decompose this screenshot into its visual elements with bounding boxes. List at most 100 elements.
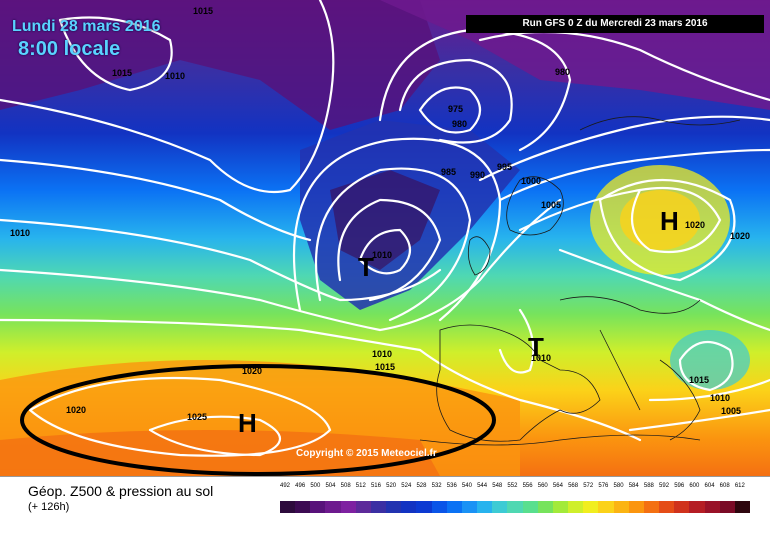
model-run-label: Run GFS 0 Z du Mercredi 23 mars 2016 [466,15,764,33]
scale-tick-label: 568 [568,483,579,489]
scale-tick-label: 560 [537,483,548,489]
scale-tick-label: 556 [522,483,533,489]
scale-swatch [583,501,599,513]
scale-swatch [492,501,508,513]
chart-title: Géop. Z500 & pression au sol [28,483,214,499]
scale-swatch [477,501,493,513]
weather-map: 1015 1015 1010 980 975 980 985 990 995 1… [0,0,770,476]
scale-swatch [674,501,690,513]
pressure-label: 995 [497,162,512,172]
scale-tick-label: 500 [310,483,321,489]
scale-swatch [734,501,751,513]
pressure-label: 990 [470,170,485,180]
scale-tick-label: 512 [355,483,366,489]
scale-swatch [461,501,478,513]
scale-tick-label: 504 [325,483,336,489]
scale-tick-label: 564 [552,483,563,489]
scale-swatch [659,501,675,513]
pressure-label: 1020 [242,366,262,376]
forecast-time: 8:00 locale [18,38,121,60]
scale-swatch [310,501,326,513]
scale-swatch [628,501,645,513]
scale-tick-label: 508 [340,483,351,489]
forecast-date: Lundi 28 mars 2016 [12,18,161,35]
scale-tick-label: 540 [461,483,472,489]
scale-swatch [446,501,463,513]
low-pressure-center: T [358,252,374,282]
scale-swatch [568,501,584,513]
scale-tick-label: 612 [734,483,745,489]
scale-tick-label: 596 [674,483,685,489]
pressure-label: 1010 [531,353,551,363]
high-pressure-center: H [238,408,257,438]
scale-tick-label: 584 [628,483,639,489]
pressure-label: 1020 [730,231,750,241]
scale-tick-label: 572 [583,483,594,489]
pressure-label: 1005 [721,406,741,416]
scale-swatch [537,501,554,513]
pressure-label: 1010 [165,71,185,81]
weather-map-graphic: 1015 1015 1010 980 975 980 985 990 995 1… [0,0,770,476]
low-pressure-center: T [528,332,544,362]
scale-swatch [416,501,433,513]
color-scale: 492 496 500 504 508 512 516 520 524 528 532 536 540 5… [280,483,751,513]
scale-swatch [280,501,296,513]
scale-tick-label: 544 [477,483,488,489]
scale-swatch [719,501,736,513]
scale-swatch [552,501,569,513]
pressure-label: 1010 [372,250,392,260]
pressure-label: 1010 [10,228,30,238]
scale-swatch [401,501,417,513]
pressure-label: 975 [448,104,463,114]
pressure-label: 1015 [112,68,132,78]
scale-tick-label: 604 [704,483,715,489]
pressure-label: 1000 [521,176,541,186]
pressure-label: 1020 [685,220,705,230]
pressure-label: 980 [555,67,570,77]
pressure-label: 985 [441,167,456,177]
scale-swatch [507,501,524,513]
scale-swatch [386,501,402,513]
legend-footer: Géop. Z500 & pression au sol (+ 126h) 49… [0,476,770,539]
scale-tick-label: 496 [295,483,306,489]
scale-swatch [325,501,342,513]
scale-tick-label: 580 [613,483,624,489]
scale-tick-label: 516 [370,483,381,489]
high-pressure-center: H [660,206,679,236]
scale-tick-label: 600 [689,483,700,489]
scale-swatch [355,501,372,513]
pressure-label: 1010 [372,349,392,359]
scale-swatch [522,501,539,513]
scale-tick-label: 608 [719,483,730,489]
scale-tick-label: 576 [598,483,609,489]
scale-swatch [295,501,311,513]
scale-tick-label: 492 [280,483,291,489]
scale-swatch [613,501,630,513]
highlight-ellipse [20,364,496,476]
pressure-label: 1020 [66,405,86,415]
pressure-label: 1015 [193,6,213,16]
scale-swatch [340,501,357,513]
scale-swatch [689,501,705,513]
scale-tick-label: 520 [386,483,397,489]
scale-tick-label: 548 [492,483,503,489]
pressure-label: 1005 [541,200,561,210]
scale-tick-label: 536 [446,483,457,489]
scale-swatch [370,501,387,513]
scale-tick-label: 532 [431,483,442,489]
forecast-range: (+ 126h) [28,501,70,513]
scale-swatch [598,501,615,513]
scale-tick-label: 528 [416,483,427,489]
pressure-label: 1025 [187,412,207,422]
scale-tick-label: 588 [643,483,654,489]
scale-tick-label: 592 [659,483,670,489]
scale-swatch [643,501,660,513]
pressure-label: 1015 [375,362,395,372]
copyright-notice: Copyright © 2015 Meteociel.fr [296,448,437,459]
pressure-label: 980 [452,119,467,129]
scale-swatch [704,501,721,513]
scale-tick-label: 524 [401,483,412,489]
pressure-label: 1010 [710,393,730,403]
pressure-label: 1015 [689,375,709,385]
